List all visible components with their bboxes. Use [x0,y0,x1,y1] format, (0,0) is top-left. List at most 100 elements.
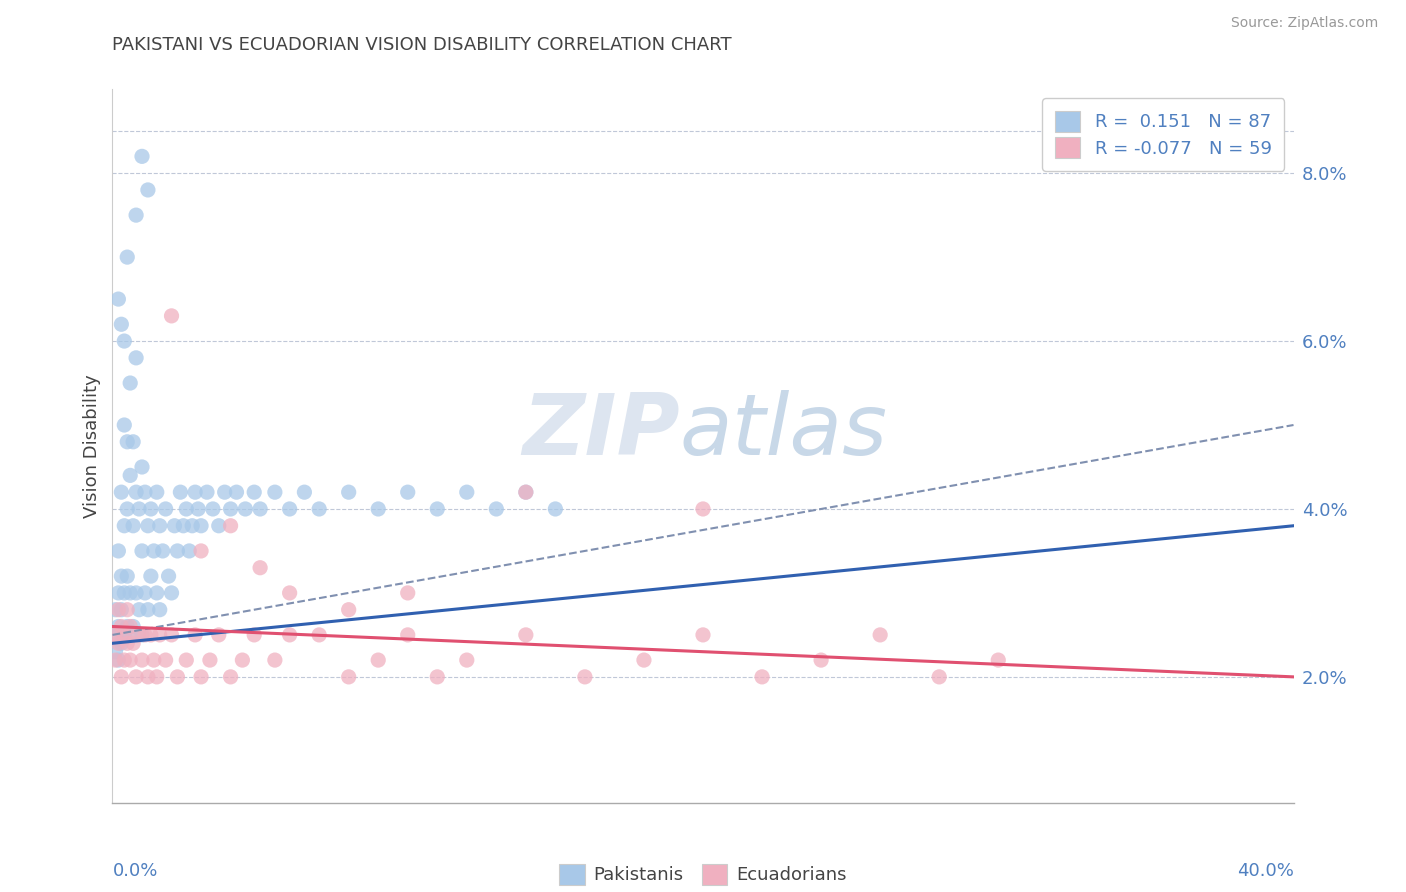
Point [155,653,177,667]
Point [198,653,221,667]
Point [574,670,596,684]
Point [201,502,224,516]
Point [337,603,360,617]
Point [120,619,142,633]
Point [128,603,150,617]
Point [160,586,183,600]
Point [264,485,287,500]
Point [396,586,419,600]
Point [810,653,832,667]
Point [117,619,138,633]
Point [692,502,714,516]
Point [136,518,159,533]
Point [308,628,330,642]
Point [131,149,153,163]
Point [139,569,162,583]
Point [112,628,135,642]
Point [166,670,188,684]
Point [110,318,132,332]
Point [152,544,174,558]
Point [190,670,212,684]
Point [104,645,127,659]
Point [136,670,159,684]
Point [134,586,156,600]
Point [117,250,138,264]
Point [166,544,188,558]
Point [120,376,142,390]
Point [367,502,389,516]
Text: atlas: atlas [679,390,887,474]
Point [104,653,127,667]
Text: PAKISTANI VS ECUADORIAN VISION DISABILITY CORRELATION CHART: PAKISTANI VS ECUADORIAN VISION DISABILIT… [112,36,733,54]
Point [160,628,183,642]
Point [149,603,172,617]
Point [181,518,204,533]
Point [214,485,236,500]
Point [155,502,177,516]
Point [515,485,537,500]
Point [117,502,138,516]
Point [337,485,360,500]
Point [112,334,135,348]
Text: ZIP: ZIP [522,390,679,474]
Point [278,502,301,516]
Point [122,434,145,449]
Point [136,183,159,197]
Point [131,544,153,558]
Point [928,670,950,684]
Point [128,502,150,516]
Point [146,670,169,684]
Point [120,653,142,667]
Point [125,485,148,500]
Text: Source: ZipAtlas.com: Source: ZipAtlas.com [1230,16,1378,29]
Point [112,518,135,533]
Point [515,485,537,500]
Point [112,586,135,600]
Point [117,636,138,650]
Point [112,417,135,432]
Point [219,518,242,533]
Point [264,653,287,667]
Point [136,603,159,617]
Point [243,485,266,500]
Point [219,670,242,684]
Point [278,628,301,642]
Point [172,518,194,533]
Point [131,653,153,667]
Point [225,485,247,500]
Point [149,518,172,533]
Point [120,586,142,600]
Point [142,544,165,558]
Point [633,653,655,667]
Point [396,485,419,500]
Point [122,518,145,533]
Point [515,628,537,642]
Point [139,628,162,642]
Text: 40.0%: 40.0% [1237,862,1294,880]
Point [110,619,132,633]
Point [337,670,360,684]
Point [243,628,266,642]
Point [107,292,129,306]
Point [110,670,132,684]
Point [107,636,129,650]
Point [112,628,135,642]
Point [208,628,231,642]
Point [249,560,271,574]
Point [131,460,153,475]
Point [117,434,138,449]
Point [104,628,127,642]
Point [692,628,714,642]
Point [751,670,773,684]
Point [456,653,478,667]
Point [122,636,145,650]
Point [131,628,153,642]
Point [107,603,129,617]
Point [128,628,150,642]
Point [187,502,209,516]
Point [125,670,148,684]
Point [219,502,242,516]
Point [125,208,148,222]
Point [231,653,253,667]
Point [146,586,169,600]
